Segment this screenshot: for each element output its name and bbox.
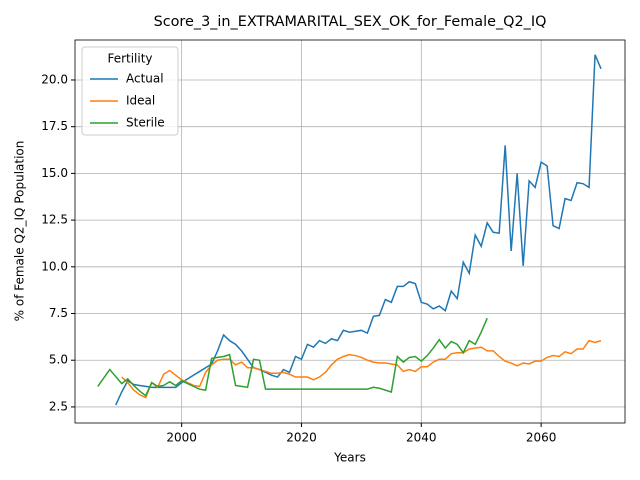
y-tick-label: 10.0 xyxy=(41,259,68,273)
legend-box xyxy=(81,46,179,136)
legend-label: Ideal xyxy=(126,94,155,108)
x-tick-label: 2000 xyxy=(166,431,197,445)
x-axis-label: Years xyxy=(333,451,366,465)
y-tick-label: 12.5 xyxy=(41,213,68,227)
y-tick-label: 20.0 xyxy=(41,72,68,86)
plot-frame xyxy=(74,39,626,424)
y-tick-label: 2.5 xyxy=(49,399,68,413)
y-tick-label: 15.0 xyxy=(41,166,68,180)
legend-title: Fertility xyxy=(107,52,152,66)
chart-title: Score_3_in_EXTRAMARITAL_SEX_OK_for_Femal… xyxy=(154,14,547,30)
y-axis-label: % of Female Q2_IQ Population xyxy=(13,141,27,322)
line-series xyxy=(121,339,602,399)
line-series xyxy=(115,54,602,406)
x-tick-label: 2020 xyxy=(286,431,317,445)
legend-label: Sterile xyxy=(126,116,165,130)
y-tick-label: 7.5 xyxy=(49,306,68,320)
legend-label: Actual xyxy=(126,72,164,86)
x-tick-label: 2060 xyxy=(526,431,557,445)
y-tick-label: 5.0 xyxy=(49,353,68,367)
x-tick-label: 2040 xyxy=(406,431,437,445)
line-series xyxy=(97,317,488,397)
y-tick-label: 17.5 xyxy=(41,119,68,133)
